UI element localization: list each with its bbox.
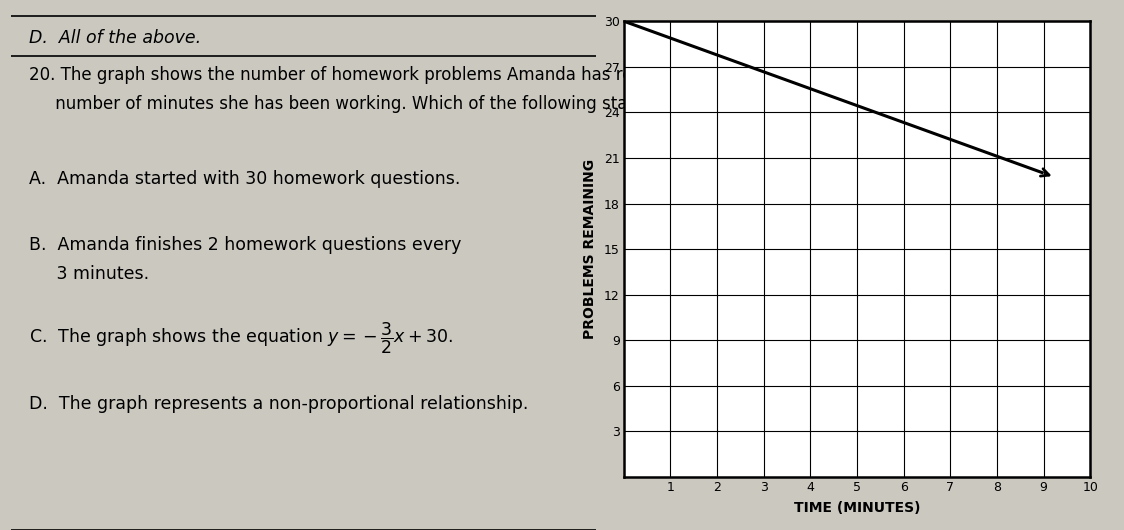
Text: 3 minutes.: 3 minutes.: [29, 265, 148, 283]
Text: 20. The graph shows the number of homework problems Amanda has remaining based o: 20. The graph shows the number of homewo…: [29, 66, 813, 84]
Text: A.  Amanda started with 30 homework questions.: A. Amanda started with 30 homework quest…: [29, 170, 460, 188]
Text: C.  The graph shows the equation $y = -\dfrac{3}{2}x + 30.$: C. The graph shows the equation $y = -\d…: [29, 321, 453, 356]
Text: B.  Amanda finishes 2 homework questions every: B. Amanda finishes 2 homework questions …: [29, 236, 461, 254]
Text: number of minutes she has been working. Which of the following statements is NOT: number of minutes she has been working. …: [29, 95, 804, 113]
X-axis label: TIME (MINUTES): TIME (MINUTES): [794, 501, 921, 515]
Y-axis label: PROBLEMS REMAINING: PROBLEMS REMAINING: [583, 159, 597, 339]
Text: D.  The graph represents a non-proportional relationship.: D. The graph represents a non-proportion…: [29, 395, 528, 413]
Text: D.  All of the above.: D. All of the above.: [29, 29, 201, 47]
